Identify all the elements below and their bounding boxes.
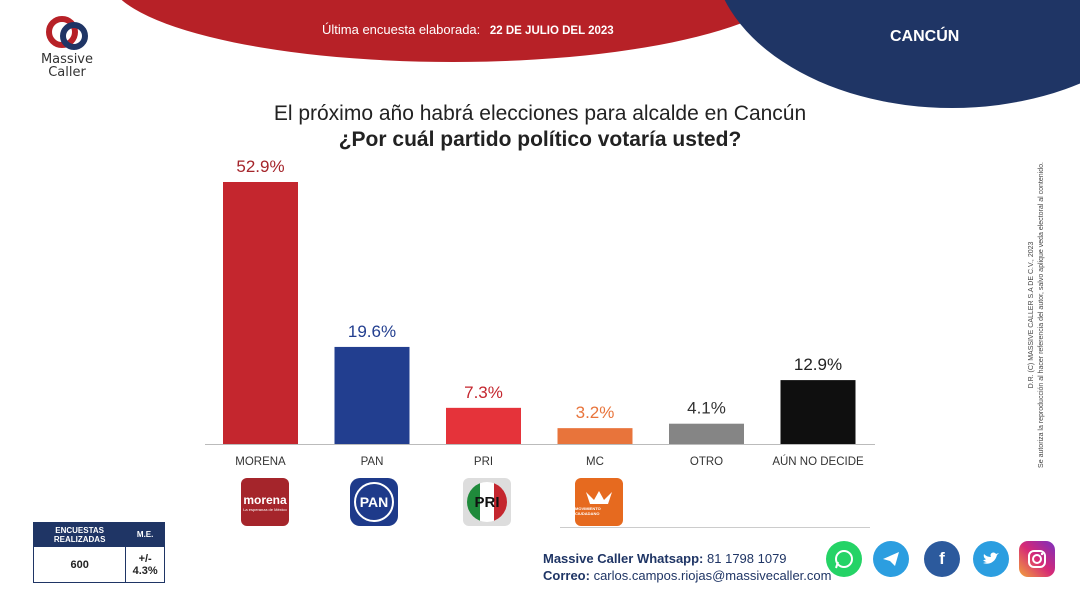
morena-logo: morena La esperanza de México <box>241 478 289 526</box>
city-name: CANCÚN <box>890 28 960 45</box>
survey-stats-table: ENCUESTAS REALIZADAS M.E. 600 +/- 4.3% <box>32 522 165 583</box>
divider-line <box>560 527 870 528</box>
morena-logo-text: morena <box>243 492 287 507</box>
value-label: 12.9% <box>794 355 842 374</box>
copyright-line-1: D.R. (C) MASSIVE CALLER S.A DE C.V., 202… <box>1028 241 1035 389</box>
surveys-header: ENCUESTAS REALIZADAS <box>32 522 127 547</box>
whatsapp-contact: Massive Caller Whatsapp: 81 1798 1079 <box>543 551 787 566</box>
value-label: 4.1% <box>687 399 726 418</box>
email-label: Correo: <box>543 568 590 583</box>
survey-date-line: Última encuesta elaborada: 22 DE JULIO D… <box>322 22 614 37</box>
value-label: 7.3% <box>464 383 503 402</box>
value-label: 19.6% <box>348 322 396 341</box>
twitter-icon[interactable] <box>973 541 1009 577</box>
morena-logo-sub: La esperanza de México <box>243 506 287 512</box>
pan-logo: PAN <box>350 478 398 526</box>
category-label: OTRO <box>690 456 723 468</box>
margin-error-header: M.E. <box>125 522 165 547</box>
bar-a-n-no-decide <box>780 380 856 444</box>
logo-text-2: Caller <box>48 65 86 80</box>
email-link[interactable]: carlos.campos.riojas@massivecaller.com <box>593 568 832 583</box>
mc-logo-sub: MOVIMIENTO CIUDADANO <box>575 506 601 516</box>
pan-logo-text: PAN <box>354 482 394 522</box>
copyright-notice: D.R. (C) MASSIVE CALLER S.A DE C.V., 202… <box>1027 115 1047 515</box>
value-label: 3.2% <box>576 403 615 422</box>
category-label: MC <box>586 456 604 468</box>
logo-text-1: Massive <box>40 52 94 67</box>
category-label: PAN <box>361 456 384 468</box>
logo-icon <box>46 16 88 50</box>
eagle-icon <box>586 491 612 504</box>
pri-logo-text: PRI <box>474 493 500 511</box>
bar-otro <box>669 423 744 444</box>
telegram-icon[interactable] <box>873 541 909 577</box>
chart-title: El próximo año habrá elecciones para alc… <box>273 102 807 125</box>
value-label: 52.9% <box>236 157 284 176</box>
survey-date-label: Última encuesta elaborada: <box>322 22 481 37</box>
email-contact: Correo: carlos.campos.riojas@massivecall… <box>543 568 831 583</box>
survey-date: 22 DE JULIO DEL 2023 <box>489 25 614 37</box>
category-label: AÚN NO DECIDE <box>772 455 864 468</box>
category-label: PRI <box>474 456 493 468</box>
bar-morena <box>223 182 298 444</box>
margin-error-value: +/- 4.3% <box>125 546 165 583</box>
copyright-line-2: Se autoriza la reproducción al hacer ref… <box>1038 162 1045 468</box>
massive-caller-logo: Massive Caller <box>34 14 100 84</box>
category-label: MORENA <box>235 456 286 468</box>
whatsapp-label: Massive Caller Whatsapp: <box>543 551 704 566</box>
surveys-value: 600 <box>32 546 127 583</box>
bar-mc <box>557 428 633 444</box>
bar-pan <box>334 346 410 444</box>
pri-logo: PRI <box>463 478 511 526</box>
facebook-icon[interactable]: f <box>924 541 960 577</box>
mc-logo: MOVIMIENTO CIUDADANO <box>575 478 623 526</box>
chart-question: ¿Por cuál partido político votaría usted… <box>338 128 742 151</box>
whatsapp-number[interactable]: 81 1798 1079 <box>707 551 787 566</box>
bar-pri <box>446 407 521 444</box>
instagram-icon[interactable] <box>1019 541 1055 577</box>
whatsapp-icon[interactable] <box>826 541 862 577</box>
